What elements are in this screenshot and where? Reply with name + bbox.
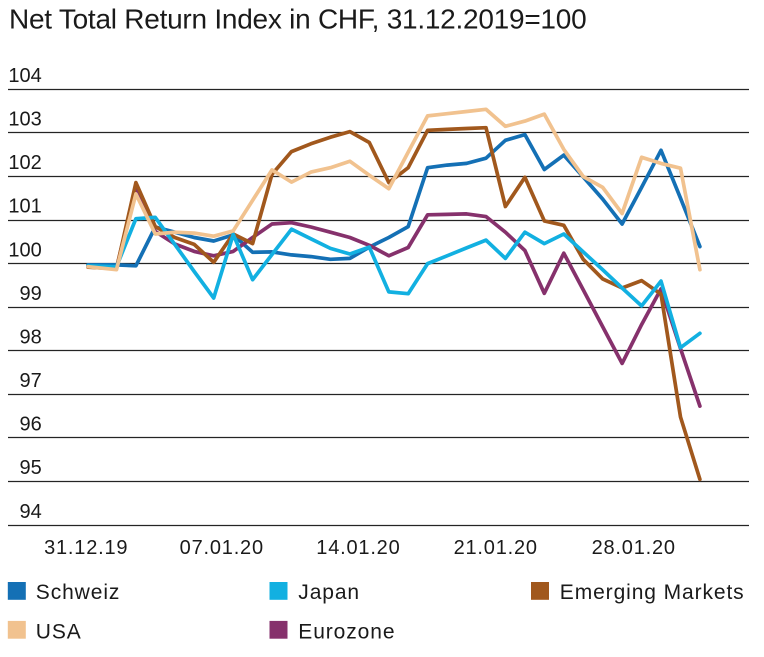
svg-text:95: 95 — [20, 457, 42, 479]
svg-text:28.01.20: 28.01.20 — [592, 537, 676, 559]
svg-text:Schweiz: Schweiz — [36, 581, 121, 604]
svg-text:07.01.20: 07.01.20 — [180, 537, 264, 559]
svg-text:98: 98 — [20, 327, 42, 349]
svg-text:USA: USA — [36, 621, 82, 644]
svg-text:31.12.19: 31.12.19 — [44, 537, 128, 559]
svg-text:Japan: Japan — [298, 581, 360, 604]
svg-text:96: 96 — [20, 414, 42, 436]
svg-text:97: 97 — [20, 370, 42, 392]
svg-text:Eurozone: Eurozone — [298, 621, 395, 644]
svg-text:102: 102 — [8, 152, 41, 174]
svg-text:94: 94 — [20, 501, 42, 523]
svg-text:103: 103 — [8, 109, 41, 131]
svg-text:21.01.20: 21.01.20 — [454, 537, 538, 559]
svg-text:101: 101 — [8, 196, 41, 218]
svg-text:Net Total Return Index in CHF,: Net Total Return Index in CHF, 31.12.201… — [9, 4, 586, 35]
svg-text:Emerging Markets: Emerging Markets — [560, 581, 745, 604]
svg-text:14.01.20: 14.01.20 — [316, 537, 400, 559]
svg-text:99: 99 — [20, 283, 42, 305]
svg-text:104: 104 — [8, 65, 41, 87]
svg-text:100: 100 — [8, 239, 41, 261]
